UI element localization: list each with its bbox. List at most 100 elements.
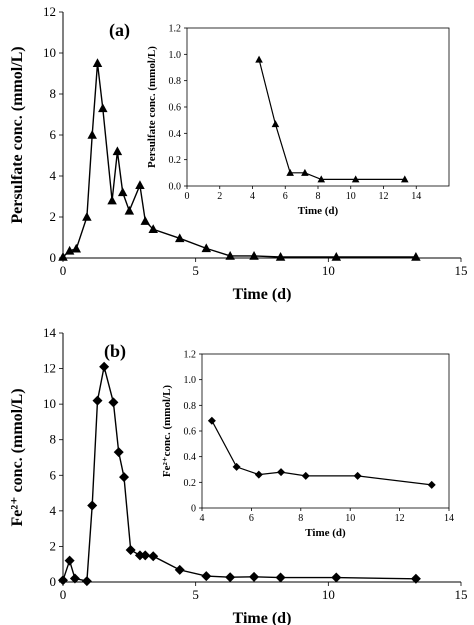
b-inset-y-tick-label: 0.4 [184,452,197,463]
a-y-tick-label: 6 [50,127,57,142]
b-panel-label: (b) [104,341,126,362]
b-inset-y-tick-label: 1.0 [184,375,197,386]
b-y-tick-label: 12 [43,361,56,376]
a-inset-data-point [255,55,263,63]
b-data-point [249,571,260,582]
b-data-point [58,575,68,586]
b-data-point [99,361,110,372]
b-inset-x-tick-label: 6 [249,513,254,524]
b-data-point [108,397,119,408]
a-data-point [249,250,259,260]
b-inset-y-tick-label: 1.2 [184,350,197,361]
a-data-point [225,250,235,260]
a-data-point [71,243,82,253]
a-inset-data-point [400,175,409,183]
a-data-point [87,130,97,139]
b-data-point [140,550,151,561]
b-y-tick-label: 2 [50,538,57,553]
b-data-point [174,564,185,575]
a-inset-x-tick-label: 14 [411,191,421,202]
a-y-tick-label: 10 [43,45,56,60]
a-data-point [411,251,421,261]
b-inset-y-tick-label: 0 [191,504,196,515]
b-inset-chart: 4 6 8 10 12 14 0 0.2 0.4 0.6 0.8 1.0 1.2 Time (d) Fe²⁺… [161,350,454,540]
a-data-point [98,103,108,113]
a-data-point [117,187,128,197]
a-inset-y-tick-label: 0.8 [169,76,182,87]
a-inset-y-tick-label: 0.6 [169,103,182,114]
b-x-tick-label: 10 [322,587,335,602]
a-inset-y-tick-label: 0.4 [169,129,182,140]
b-data-point [81,576,92,587]
b-x-tick-label: 0 [60,587,67,602]
a-inset-data-point [301,168,309,176]
b-y-tick-label: 14 [43,325,57,340]
b-inset-data-point [254,470,263,479]
b-data-point [64,555,75,566]
a-inset-data-point [317,175,326,183]
a-y-tick-label: 8 [50,86,57,101]
a-data-point [201,243,212,253]
b-data-point [148,551,159,562]
a-inset-x-tick-label: 8 [316,191,321,202]
b-inset-x-tick-label: 10 [345,513,355,524]
b-data-point [119,472,130,483]
a-x-tick-label: 0 [60,263,67,278]
a-inset-data-point [271,120,280,128]
b-inset-y-tick-label: 0.2 [184,478,197,489]
a-inset-chart: 0 2 4 6 8 10 12 14 0.0 0.2 0.4 0.6 0.8 1.0 1.2 Time (d)… [146,24,450,217]
a-inset-x-tick-label: 0 [185,191,190,202]
a-inset-x-tick-label: 10 [346,191,356,202]
a-panel-label: (a) [109,20,130,41]
b-data-point [113,447,124,458]
b-data-point [201,571,212,582]
a-x-tick-label: 10 [322,263,335,278]
b-inset-y-tick-label: 0.6 [184,427,197,438]
a-data-point [140,216,151,225]
a-inset-plot-frame [186,27,450,187]
b-inset-y-axis-title: Fe²⁺conc. (mmol/L) [161,385,173,478]
b-y-axis-title: Fe²⁺ conc. (mmol/L) [9,388,26,526]
b-y-tick-label: 6 [50,467,57,482]
a-data-point [331,251,342,261]
a-inset-x-tick-label: 12 [379,191,389,202]
b-y-tick-label: 0 [50,574,57,589]
b-inset-data-point [353,471,362,480]
a-y-tick-label: 4 [50,168,57,183]
a-data-point [92,58,103,67]
a-x-tick-label: 15 [455,263,468,278]
a-y-tick-label: 0 [50,250,57,265]
b-inset-plot-frame [201,353,450,509]
a-y-tick-label: 2 [50,209,57,224]
a-inset-x-tick-label: 6 [283,191,288,202]
b-inset-data-point [277,468,286,477]
b-inset-x-axis-title: Time (d) [305,527,346,539]
a-data-point [275,251,286,261]
a-data-point [58,251,68,261]
b-y-tick-label: 10 [43,396,56,411]
b-inset-data-point [207,416,216,425]
a-data-point [124,205,135,215]
a-inset-y-axis-title: Persulfate conc. (mmol/L) [146,46,158,168]
a-y-tick-label: 12 [43,4,56,19]
b-x-tick-label: 15 [455,587,468,602]
a-data-point [107,195,117,205]
b-x-axis-title: Time (d) [233,610,292,625]
b-data-point [331,572,342,583]
a-y-axis-title: Persulfate conc. (mmol/L) [9,46,26,223]
a-inset-x-tick-label: 4 [250,191,255,202]
b-data-point [92,395,103,406]
b-inset-x-tick-label: 4 [200,513,205,524]
chart-b: 0 5 10 15 0 2 4 6 8 10 12 14 Time (d) Fe²⁺ conc. (mmo… [9,325,468,625]
chart-a: 0 5 10 15 0 2 4 6 8 10 12 Time (d) Persulfate conc. … [9,4,468,303]
b-x-tick-label: 5 [192,587,199,602]
b-inset-x-tick-label: 12 [395,513,405,524]
b-data-point [134,550,145,561]
a-inset-y-tick-label: 0.2 [169,155,182,166]
a-data-point [148,224,158,234]
a-inset-data-point [351,175,360,183]
a-inset-x-axis-title: Time (d) [298,205,339,217]
a-data-point [112,146,123,156]
b-y-tick-label: 4 [50,503,57,518]
